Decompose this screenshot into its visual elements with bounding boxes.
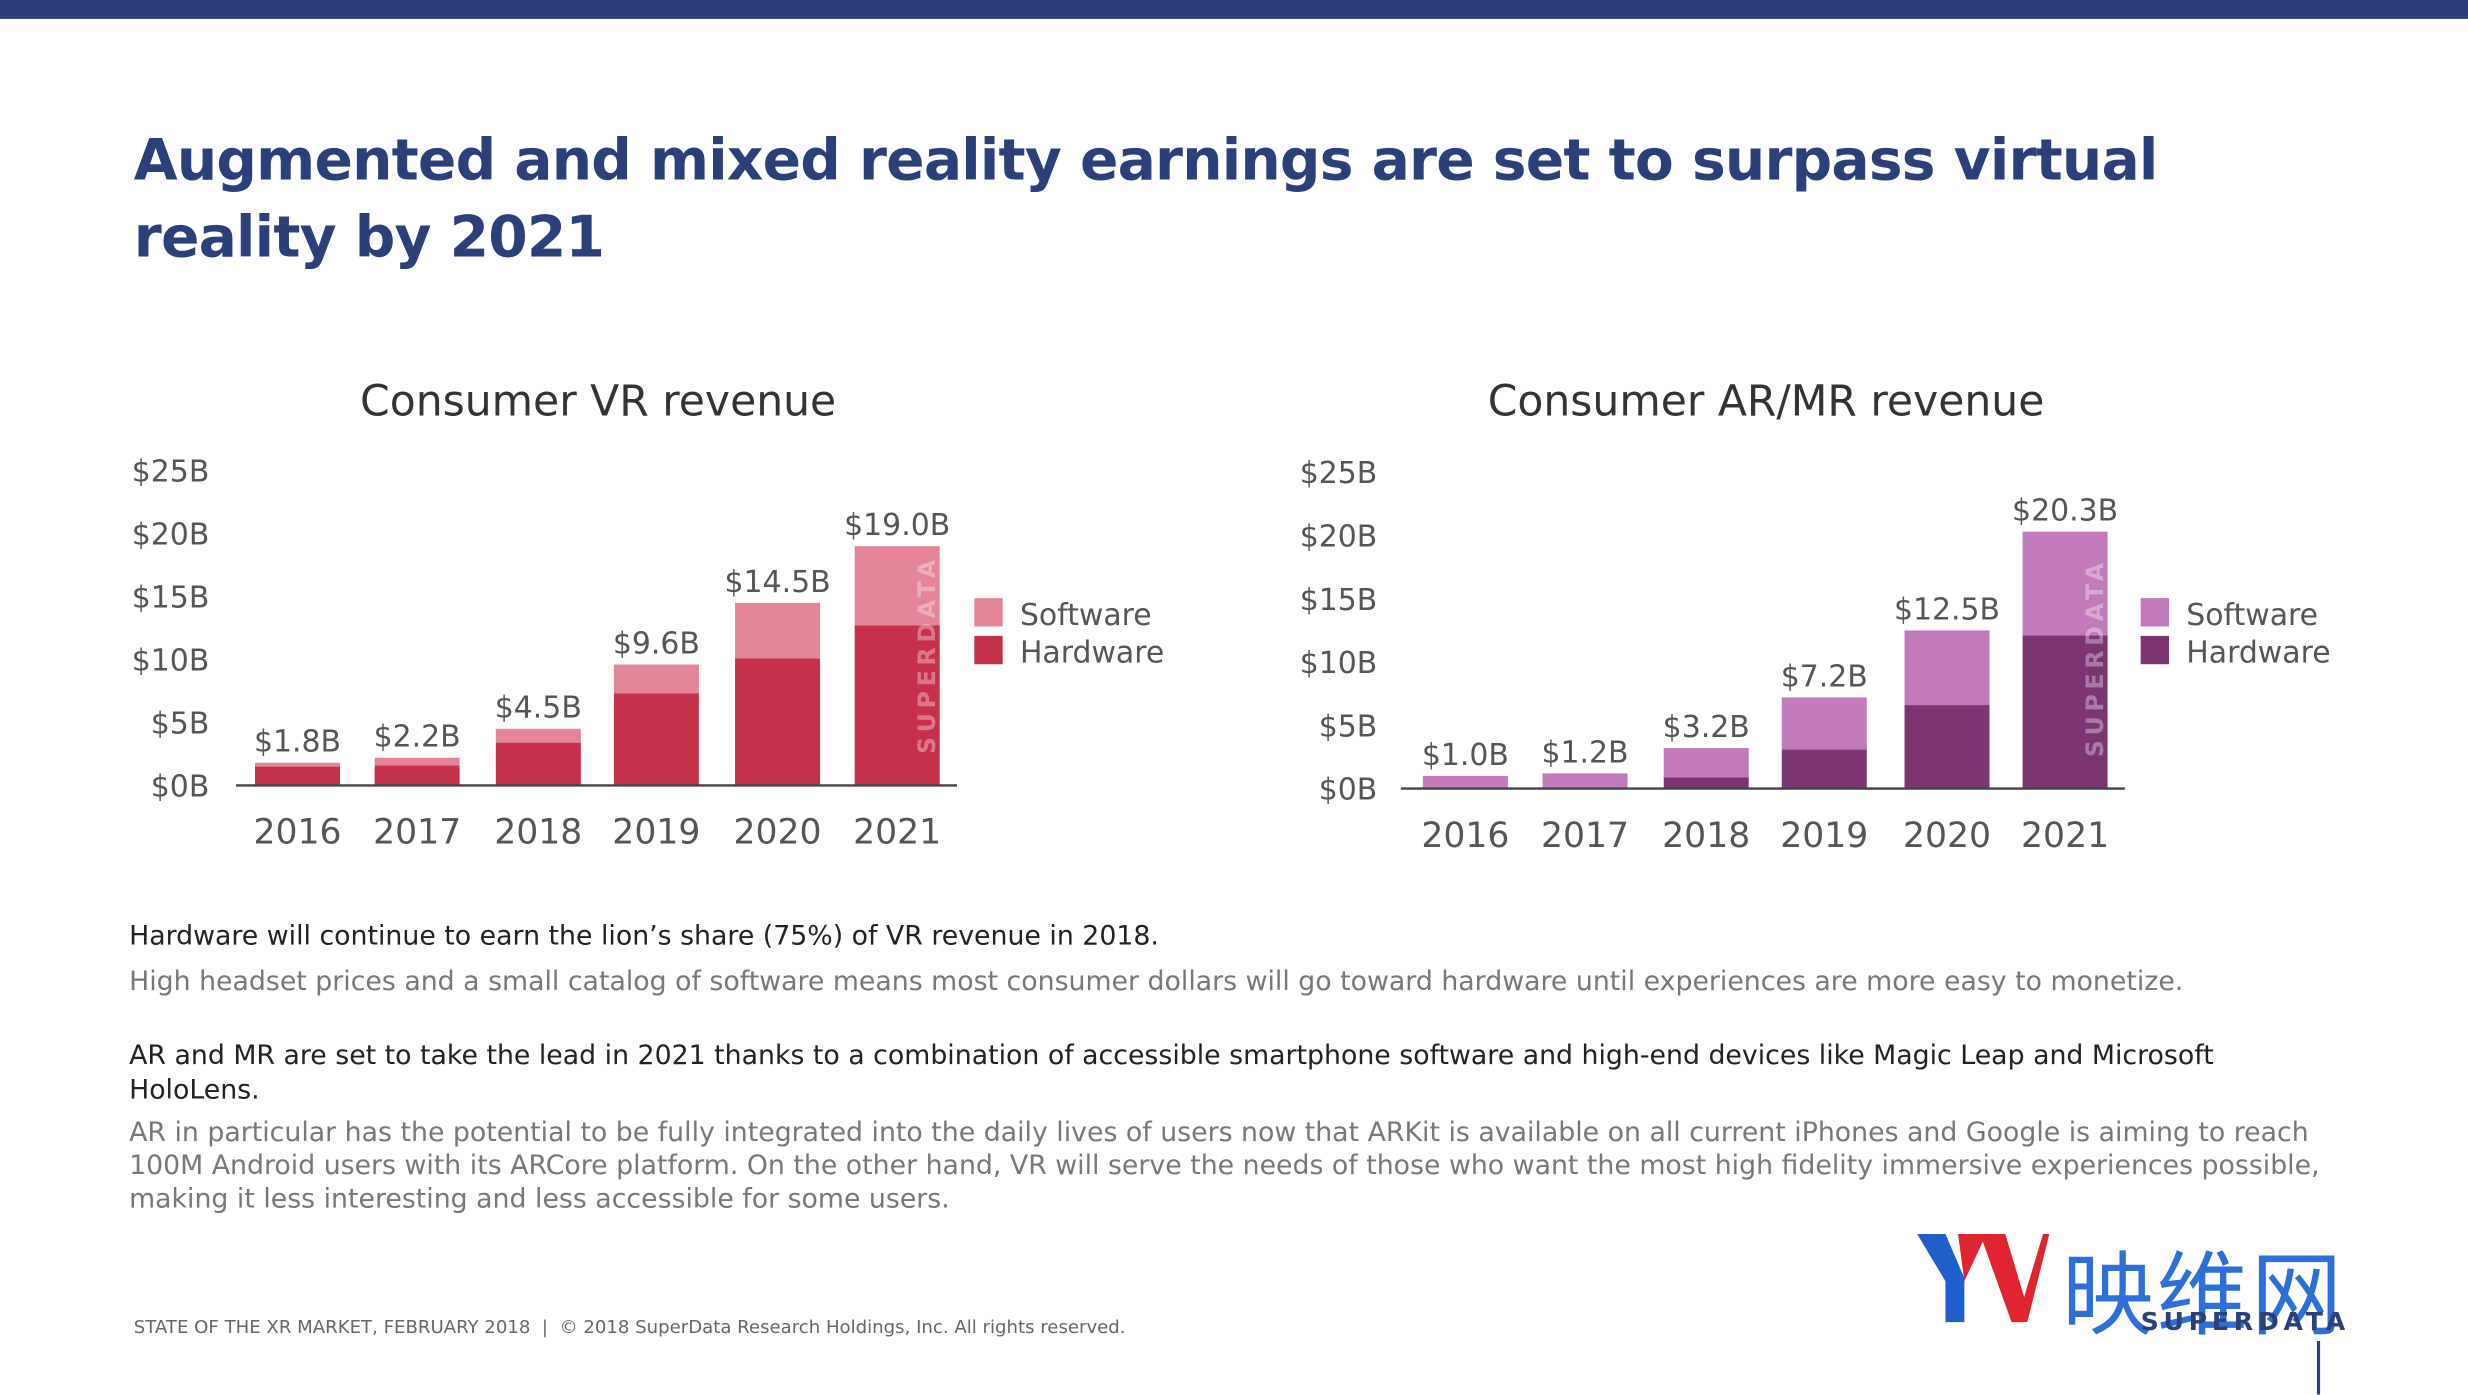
x-tick-label: 2018 bbox=[494, 813, 582, 853]
bar-segment bbox=[254, 762, 340, 767]
y-tick-label: $10B bbox=[132, 644, 210, 679]
note-heading: AR and MR are set to take the lead in 20… bbox=[129, 1040, 2214, 1107]
y-tick-label: $10B bbox=[1300, 646, 1378, 681]
y-tick-label: $0B bbox=[151, 769, 210, 804]
y-tick-label: $25B bbox=[132, 455, 210, 490]
legend-swatch bbox=[974, 598, 1003, 627]
bar-segment bbox=[854, 625, 940, 786]
total-label: $7.2B bbox=[1781, 659, 1868, 694]
footer: STATE OF THE XR MARKET, FEBRUARY 2018 | … bbox=[133, 1315, 1126, 1338]
y-tick-label: $15B bbox=[1300, 583, 1378, 618]
watermark: SUPERDATA bbox=[2081, 558, 2109, 757]
total-label: $1.0B bbox=[1422, 738, 1509, 773]
total-label: $14.5B bbox=[725, 565, 831, 600]
y-tick-label: $15B bbox=[132, 581, 210, 616]
x-tick-label: 2017 bbox=[373, 813, 461, 853]
legend-swatch bbox=[2140, 598, 2169, 627]
logo-text: 映维网 bbox=[2061, 1241, 2346, 1349]
bar-segment bbox=[735, 602, 821, 659]
note-heading: Hardware will continue to earn the lion’… bbox=[129, 920, 1159, 953]
legend-label: Software bbox=[1020, 598, 1152, 633]
legend-label: Hardware bbox=[2186, 636, 2330, 671]
total-label: $20.3B bbox=[2012, 494, 2118, 529]
bar-segment bbox=[495, 742, 581, 786]
note: AR and MR are set to take the lead in 20… bbox=[129, 1039, 2348, 1217]
total-label: $2.2B bbox=[374, 720, 461, 755]
chart-title: Consumer AR/MR revenue bbox=[1488, 378, 2045, 427]
bar-segment bbox=[254, 766, 340, 786]
bar-segment bbox=[613, 664, 699, 694]
bar-segment bbox=[374, 765, 460, 786]
y-tick-label: $0B bbox=[1319, 773, 1378, 808]
y-tick-label: $20B bbox=[1300, 519, 1378, 554]
total-label: $1.2B bbox=[1541, 735, 1628, 770]
total-label: $4.5B bbox=[495, 691, 582, 726]
note-body: AR in particular has the potential to be… bbox=[129, 1117, 2320, 1216]
bar-segment bbox=[735, 658, 821, 786]
legend-swatch bbox=[2140, 635, 2169, 665]
bar-segment bbox=[1663, 748, 1749, 778]
watermark: SUPERDATA bbox=[913, 555, 941, 754]
y-tick-label: $5B bbox=[1319, 709, 1378, 744]
x-tick-label: 2017 bbox=[1541, 816, 1629, 856]
bar-segment bbox=[854, 546, 940, 626]
bar-segment bbox=[1781, 749, 1867, 789]
total-label: $3.2B bbox=[1663, 710, 1750, 745]
note-body: High headset prices and a small catalog … bbox=[129, 966, 2184, 998]
legend-label: Software bbox=[2186, 598, 2318, 633]
x-tick-label: 2018 bbox=[1662, 816, 1750, 856]
x-tick-label: 2019 bbox=[1780, 816, 1868, 856]
total-label: $1.8B bbox=[254, 725, 341, 760]
bar-segment bbox=[2022, 531, 2108, 636]
y-tick-label: $25B bbox=[1300, 456, 1378, 491]
bar-segment bbox=[374, 757, 460, 766]
note: Hardware will continue to earn the lion’… bbox=[129, 919, 2348, 999]
x-tick-label: 2020 bbox=[734, 813, 822, 853]
bar-segment bbox=[1904, 630, 1990, 706]
x-tick-label: 2020 bbox=[1903, 816, 1991, 856]
x-tick-label: 2019 bbox=[612, 813, 700, 853]
chart-title: Consumer VR revenue bbox=[360, 378, 836, 427]
x-tick-label: 2021 bbox=[2021, 816, 2109, 856]
divider bbox=[2316, 1341, 2321, 1395]
y-tick-label: $20B bbox=[132, 518, 210, 553]
x-tick-label: 2016 bbox=[1421, 816, 1509, 856]
bar-segment bbox=[2022, 635, 2108, 789]
slide-title: Augmented and mixed reality earnings are… bbox=[133, 129, 2159, 271]
total-label: $19.0B bbox=[844, 508, 950, 543]
x-tick-label: 2021 bbox=[853, 813, 941, 853]
bar-segment bbox=[1542, 773, 1628, 789]
bar-segment bbox=[1422, 775, 1508, 789]
legend-swatch bbox=[974, 635, 1003, 665]
bar-segment bbox=[1663, 777, 1749, 789]
bar-segment bbox=[1781, 697, 1867, 750]
x-tick-label: 2016 bbox=[253, 813, 341, 853]
logo-mark bbox=[1917, 1234, 2050, 1323]
bar-segment bbox=[495, 728, 581, 743]
bar-segment bbox=[613, 693, 699, 786]
top-bar bbox=[0, 0, 2468, 19]
bar-segment bbox=[1904, 705, 1990, 789]
legend-label: Hardware bbox=[1020, 636, 1164, 671]
logo-brand: SUPERDATA bbox=[2140, 1306, 2350, 1337]
total-label: $9.6B bbox=[613, 627, 700, 662]
total-label: $12.5B bbox=[1894, 592, 2000, 627]
y-tick-label: $5B bbox=[151, 706, 210, 741]
